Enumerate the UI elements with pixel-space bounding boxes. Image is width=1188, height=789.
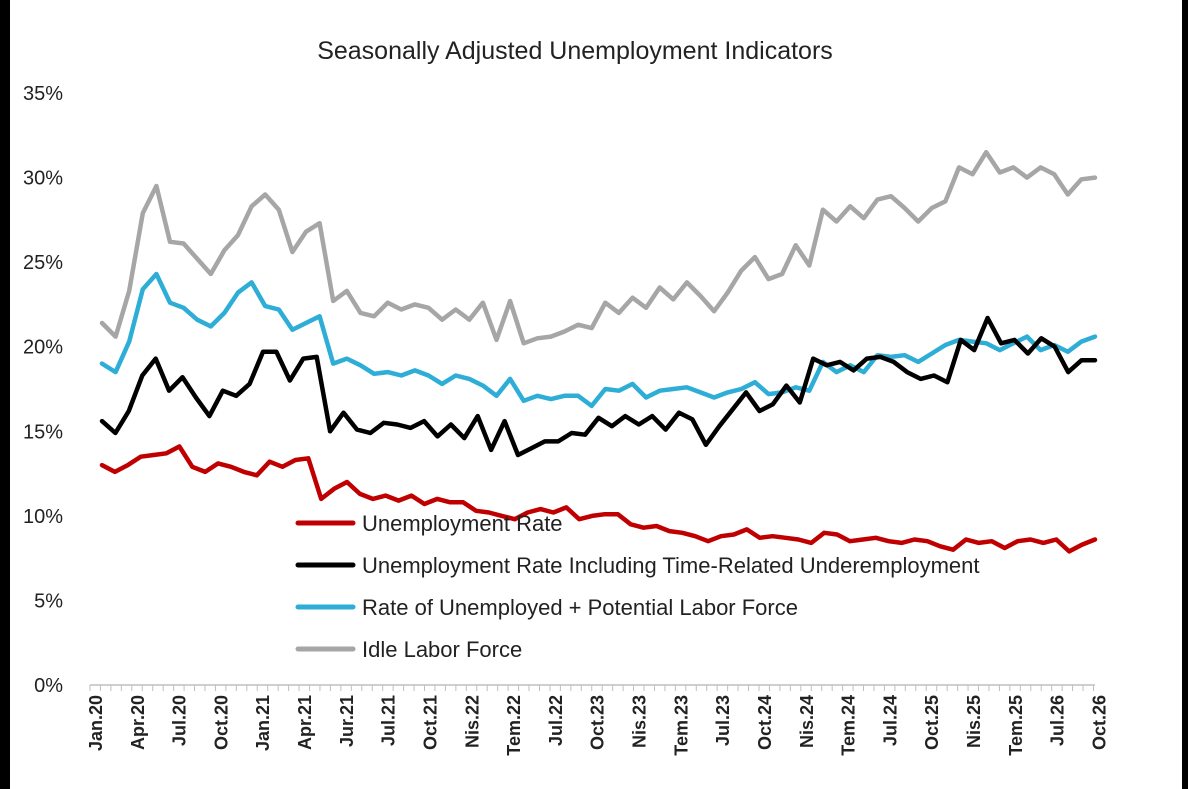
series-line-3 xyxy=(99,149,1098,346)
x-tick-label: Jul.22 xyxy=(546,695,566,746)
series-line-2 xyxy=(99,271,1098,409)
y-tick-label: 0% xyxy=(34,675,63,697)
x-tick-label: Nis.23 xyxy=(630,695,650,748)
y-tick-label: 25% xyxy=(23,252,63,274)
legend-item: Unemployment Rate xyxy=(295,511,563,536)
x-tick-label: Jur.21 xyxy=(337,695,357,747)
chart-canvas: Seasonally Adjusted Unemployment Indicat… xyxy=(10,0,1182,789)
x-tick-label: Tem.25 xyxy=(1006,695,1026,756)
x-tick-label: Nis.25 xyxy=(964,695,984,748)
x-tick-label: Oct.21 xyxy=(420,695,440,750)
legend-label: Idle Labor Force xyxy=(362,637,522,662)
x-tick-label: Oct.26 xyxy=(1089,695,1109,750)
x-tick-label: Jul.23 xyxy=(713,695,733,746)
legend-item: Idle Labor Force xyxy=(295,637,522,662)
x-tick-label: Tem.22 xyxy=(504,695,524,756)
legend-item: Rate of Unemployed + Potential Labor For… xyxy=(295,595,798,620)
x-tick-label: Nis.22 xyxy=(462,695,482,748)
legend-label: Unemployment Rate xyxy=(362,511,563,536)
x-tick-label: Jul.21 xyxy=(379,695,399,746)
y-tick-label: 35% xyxy=(23,83,63,105)
legend-label: Rate of Unemployed + Potential Labor For… xyxy=(362,595,798,620)
x-tick-label: Nis.24 xyxy=(797,695,817,748)
legend-item: Unemployment Rate Including Time-Related… xyxy=(295,553,980,578)
y-tick-label: 5% xyxy=(34,590,63,612)
x-tick-label: Oct.25 xyxy=(922,695,942,750)
x-tick-label: Apr.21 xyxy=(295,695,315,750)
x-tick-label: Tem.23 xyxy=(671,695,691,756)
y-tick-label: 10% xyxy=(23,506,63,528)
legend-label: Unemployment Rate Including Time-Related… xyxy=(362,553,980,578)
y-tick-label: 30% xyxy=(23,168,63,190)
x-axis: Jan.20 Apr.20 Jul.20 Oct.20 Jan.21 Apr.21 Jur.… xyxy=(86,684,1109,756)
chart-title: Seasonally Adjusted Unemployment Indicat… xyxy=(317,37,833,65)
series-lines xyxy=(99,149,1098,554)
y-tick-label: 20% xyxy=(23,337,63,359)
x-tick-label: Apr.20 xyxy=(128,695,148,750)
y-tick-label: 15% xyxy=(23,421,63,443)
legend: Unemployment Rate Unemployment Rate Inclu… xyxy=(295,511,980,662)
y-axis: 0% 5% 10% 15% 20% 25% 30% 35% xyxy=(23,83,63,697)
series-line-1 xyxy=(99,315,1098,458)
x-tick-label: Tem.24 xyxy=(839,695,859,756)
x-tick-label: Jul.26 xyxy=(1048,695,1068,746)
x-tick-label: Jul.24 xyxy=(880,695,900,746)
x-tick-label: Oct.24 xyxy=(755,695,775,750)
x-tick-label: Oct.23 xyxy=(588,695,608,750)
series-line-0 xyxy=(99,444,1098,554)
x-tick-label: Jul.20 xyxy=(170,695,190,746)
x-tick-label: Jan.21 xyxy=(253,695,273,751)
x-tick-label: Jan.20 xyxy=(86,695,106,751)
line-chart: Seasonally Adjusted Unemployment Indicat… xyxy=(23,37,1110,756)
x-tick-label: Oct.20 xyxy=(211,695,231,750)
